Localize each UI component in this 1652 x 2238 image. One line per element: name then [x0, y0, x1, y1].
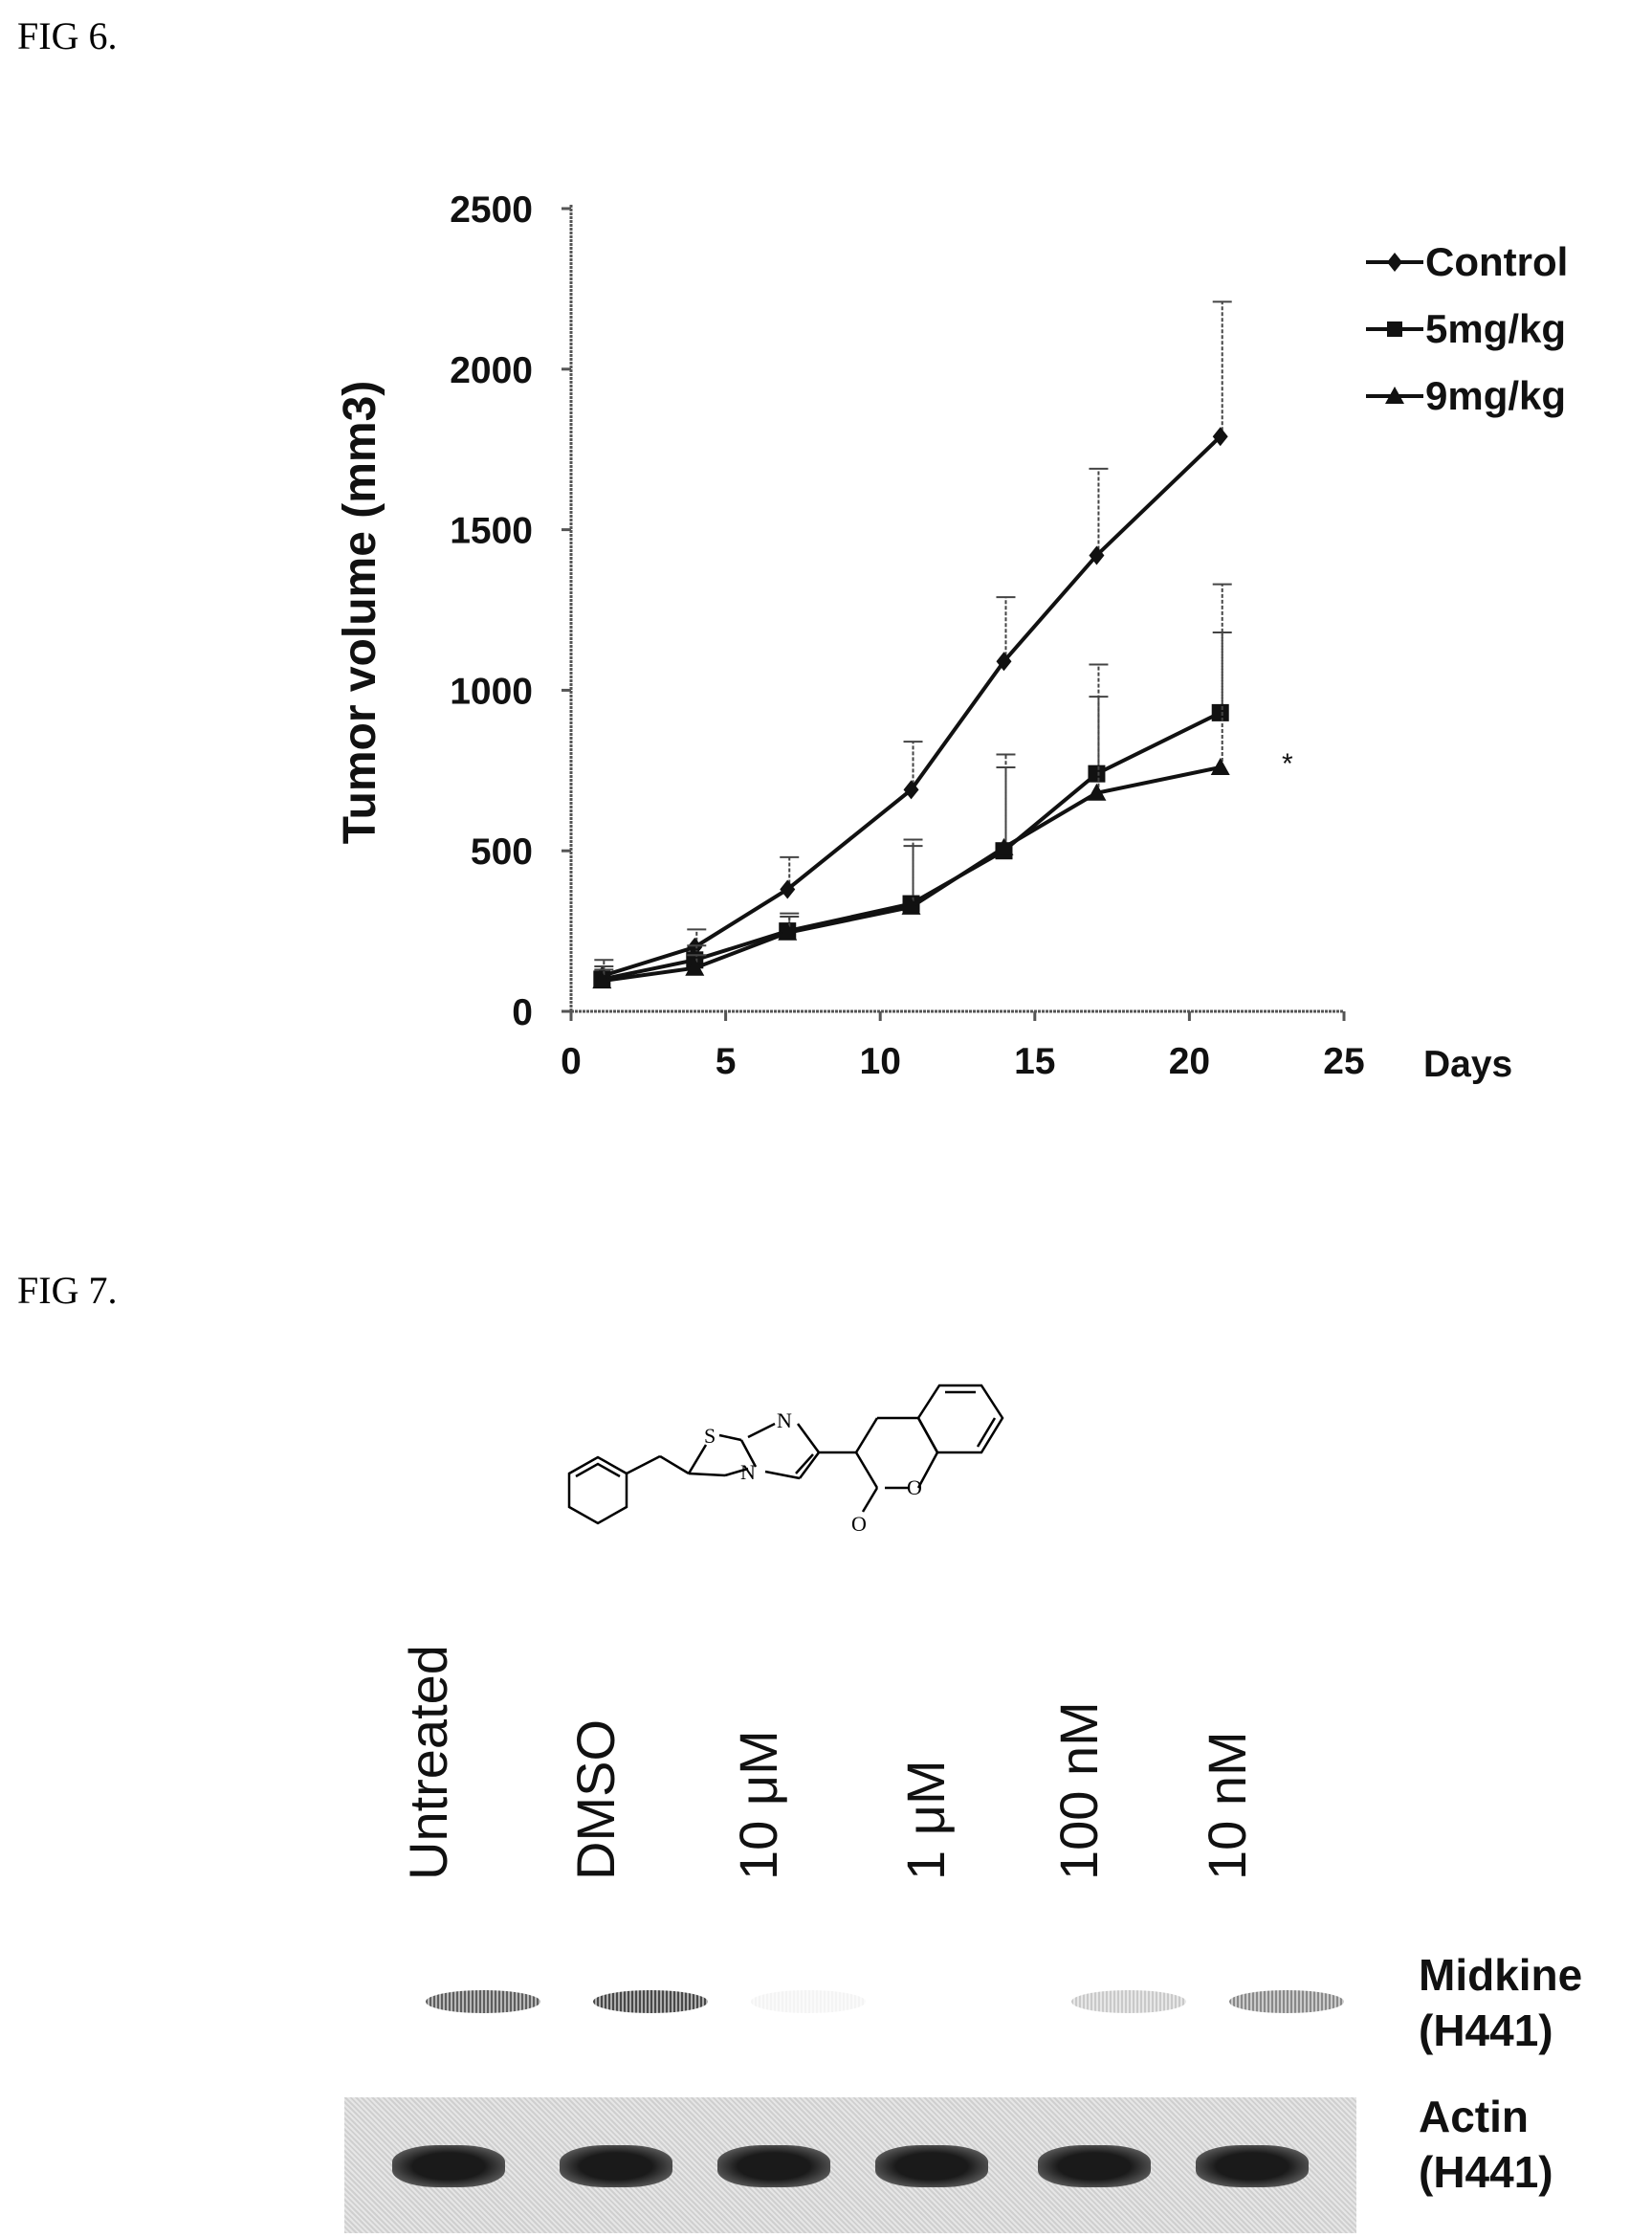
data-point [1089, 545, 1105, 565]
y-tick-label: 500 [471, 831, 533, 873]
y-tick-label: 2000 [450, 350, 533, 391]
legend-label: Control [1425, 239, 1568, 284]
actin-label-line1: Actin [1419, 2092, 1529, 2141]
actin-label: Actin (H441) [1419, 2089, 1553, 2200]
actin-band [560, 2145, 672, 2187]
midkine-band [426, 1990, 540, 2013]
y-tick-label: 2500 [450, 189, 533, 231]
actin-band [1196, 2145, 1309, 2187]
x-tick-label: 10 [860, 1041, 901, 1082]
atom-n2: N [740, 1460, 756, 1484]
actin-blot [344, 2097, 1356, 2233]
atom-n1: N [777, 1408, 792, 1432]
data-point [592, 971, 612, 989]
midkine-label: Midkine (H441) [1419, 1947, 1582, 2058]
midkine-label-line2: (H441) [1419, 2005, 1553, 2055]
x-tick-label: 15 [1014, 1041, 1055, 1082]
x-tick-label: 20 [1169, 1041, 1210, 1082]
actin-band [875, 2145, 988, 2187]
data-point [1387, 253, 1402, 272]
data-point [685, 958, 705, 976]
lane-label-1uM: 1 μM [895, 1760, 956, 1880]
atom-o2: O [851, 1512, 867, 1536]
series-9mg/kg [592, 631, 1232, 989]
data-point [1087, 783, 1107, 801]
x-axis-label: Days [1423, 1044, 1512, 1085]
y-tick-label: 1000 [450, 671, 533, 712]
y-tick-label: 0 [512, 992, 533, 1033]
fig6-label: FIG 6. [17, 14, 118, 57]
actin-band [1038, 2145, 1151, 2187]
actin-band [717, 2145, 830, 2187]
actin-label-line2: (H441) [1419, 2147, 1553, 2197]
data-point [1211, 703, 1229, 721]
chart-legend: Control 5mg/kg 9mg/kg [1366, 239, 1568, 418]
x-tick-label: 5 [716, 1041, 737, 1082]
atom-s: S [704, 1424, 716, 1448]
chart-ticks: 0 5 10 15 20 25 0 500 1000 1500 2000 2500 [450, 189, 1364, 1082]
significance-mark: * [1282, 748, 1293, 780]
legend-label: 5mg/kg [1425, 306, 1566, 351]
lane-label-dmso: DMSO [565, 1719, 626, 1880]
y-tick-label: 1500 [450, 511, 533, 552]
fig7-label: FIG 7. [17, 1269, 118, 1312]
chart-series [592, 300, 1232, 989]
series-line [601, 434, 1222, 978]
data-point [780, 879, 796, 899]
compound-structure: S N N O O [567, 1384, 1004, 1536]
x-tick-label: 25 [1323, 1041, 1364, 1082]
lane-label-10uM: 10 μM [728, 1730, 788, 1880]
data-point [1210, 757, 1230, 775]
actin-band [392, 2145, 505, 2187]
data-point [1385, 387, 1404, 404]
atom-o1: O [907, 1475, 922, 1499]
data-point [994, 837, 1014, 855]
data-point [901, 897, 921, 915]
data-point [903, 780, 919, 800]
data-point [1387, 321, 1402, 337]
midkine-band [593, 1990, 708, 2013]
y-axis-label: Tumor volume (mm3) [335, 381, 385, 845]
midkine-band [1071, 1990, 1186, 2013]
x-tick-label: 0 [561, 1041, 582, 1082]
data-point [996, 652, 1012, 672]
midkine-blot [344, 1952, 1356, 2057]
data-point [1212, 427, 1228, 447]
midkine-band [751, 1990, 866, 2013]
data-point [778, 922, 798, 941]
lane-label-100nM: 100 nM [1048, 1701, 1109, 1880]
midkine-band [1229, 1990, 1344, 2013]
lane-label-untreated: Untreated [398, 1645, 458, 1880]
legend-label: 9mg/kg [1425, 373, 1566, 418]
data-point [1088, 764, 1106, 783]
tumor-volume-chart: 0 5 10 15 20 25 0 500 1000 1500 2000 2500 Control 5m… [335, 189, 1568, 1085]
midkine-label-line1: Midkine [1419, 1950, 1583, 2000]
chart-axes [569, 205, 1344, 1013]
lane-label-10nM: 10 nM [1197, 1731, 1257, 1880]
